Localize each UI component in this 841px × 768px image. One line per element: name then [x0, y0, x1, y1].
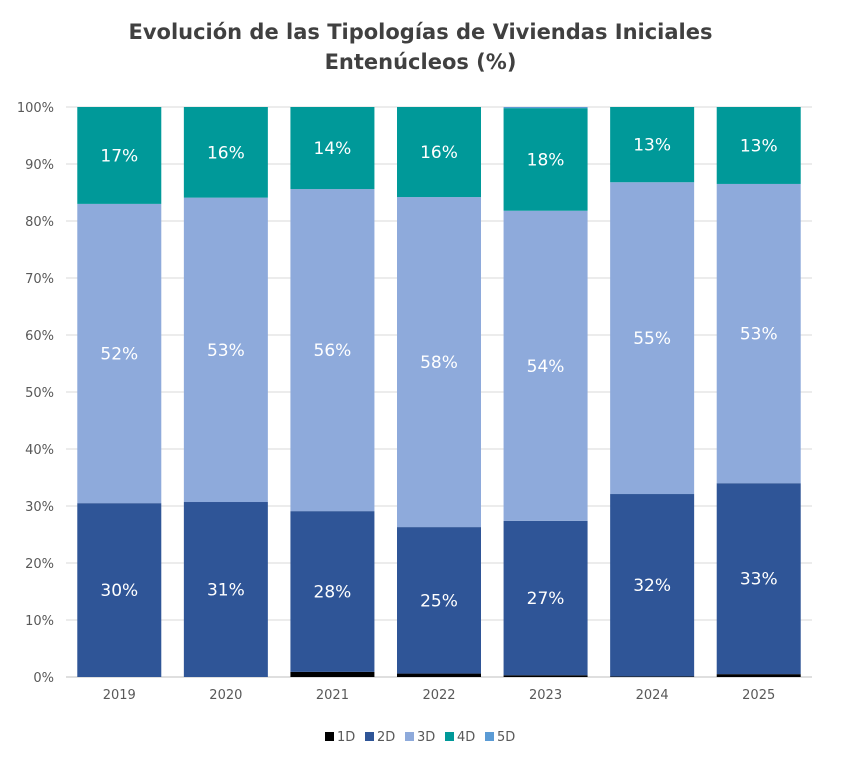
- legend-swatch-3D: [405, 732, 414, 741]
- y-tick-label: 40%: [25, 443, 54, 458]
- x-tick-label: 2024: [636, 688, 669, 703]
- data-label: 14%: [314, 139, 352, 159]
- data-label: 13%: [740, 136, 778, 156]
- y-tick-label: 70%: [25, 272, 54, 287]
- x-tick-label: 2023: [529, 688, 562, 703]
- bar-segment-4D-2022: [397, 107, 481, 198]
- y-tick-label: 80%: [25, 215, 54, 230]
- x-tick-label: 2020: [209, 688, 242, 703]
- data-label: 27%: [527, 589, 565, 609]
- legend-label-1D: 1D: [337, 730, 355, 745]
- bar-segment-2D-2024: [610, 494, 695, 677]
- bar-segment-3D-2021: [290, 189, 375, 512]
- data-label: 16%: [207, 143, 245, 163]
- bar-segment-3D-2022: [397, 197, 481, 528]
- data-label: 28%: [314, 583, 352, 603]
- legend-swatch-4D: [445, 732, 454, 741]
- y-tick-label: 100%: [17, 101, 54, 116]
- chart-title-line1: Evolución de las Tipologías de Viviendas…: [128, 20, 713, 44]
- y-tick-label: 60%: [25, 329, 54, 344]
- data-label: 58%: [420, 353, 458, 373]
- y-tick-label: 20%: [25, 557, 54, 572]
- bar-segment-3D-2024: [610, 182, 695, 495]
- legend-swatch-5D: [485, 732, 494, 741]
- y-tick-label: 30%: [25, 500, 54, 515]
- data-label: 31%: [207, 581, 245, 601]
- bar-segment-2D-2025: [716, 483, 801, 675]
- bar-segment-2D-2022: [397, 527, 481, 674]
- bar-segment-2D-2021: [290, 511, 375, 672]
- data-label: 56%: [314, 341, 352, 361]
- bar-segment-1D-2024: [610, 676, 695, 677]
- data-label: 53%: [740, 325, 778, 345]
- bar-segment-2D-2019: [77, 503, 162, 677]
- data-label: 52%: [100, 345, 138, 365]
- bar-segment-3D-2020: [183, 197, 268, 503]
- data-label: 33%: [740, 570, 778, 590]
- y-tick-label: 10%: [25, 614, 54, 629]
- legend-label-5D: 5D: [497, 730, 515, 745]
- legend-label-4D: 4D: [457, 730, 475, 745]
- bar-segment-3D-2019: [77, 203, 162, 504]
- bar-segment-4D-2019: [77, 107, 162, 204]
- data-label: 18%: [527, 150, 565, 170]
- x-tick-label: 2025: [742, 688, 775, 703]
- bar-segment-3D-2025: [716, 183, 801, 484]
- bar-segment-4D-2025: [716, 107, 801, 184]
- x-tick-label: 2022: [422, 688, 455, 703]
- legend-swatch-2D: [365, 732, 374, 741]
- legend-label-3D: 3D: [417, 730, 435, 745]
- data-label: 32%: [633, 576, 671, 596]
- data-label: 17%: [100, 146, 138, 166]
- y-tick-label: 90%: [25, 158, 54, 173]
- bar-segment-2D-2020: [183, 502, 268, 677]
- bar-segment-4D-2020: [183, 107, 268, 198]
- bar-segment-4D-2023: [503, 108, 588, 211]
- bar-segment-4D-2024: [610, 107, 695, 183]
- data-label: 55%: [633, 329, 671, 349]
- data-label: 25%: [420, 591, 458, 611]
- bar-segment-5D-2023: [503, 107, 588, 109]
- bar-segment-2D-2023: [503, 520, 588, 676]
- bar-segment-1D-2025: [716, 674, 801, 677]
- bar-segment-1D-2023: [503, 675, 588, 677]
- data-label: 13%: [633, 136, 671, 156]
- data-label: 53%: [207, 341, 245, 361]
- bar-segment-1D-2022: [397, 673, 481, 677]
- y-tick-label: 50%: [25, 386, 54, 401]
- x-tick-label: 2021: [316, 688, 349, 703]
- data-label: 54%: [527, 357, 565, 377]
- bar-segment-3D-2023: [503, 210, 588, 521]
- legend-swatch-1D: [325, 732, 334, 741]
- chart-title-line2: Entenúcleos (%): [324, 50, 517, 74]
- y-tick-label: 0%: [33, 671, 54, 686]
- data-label: 16%: [420, 143, 458, 163]
- legend-label-2D: 2D: [377, 730, 395, 745]
- bar-segment-4D-2021: [290, 107, 375, 190]
- x-tick-label: 2019: [103, 688, 136, 703]
- data-label: 30%: [100, 581, 138, 601]
- bar-segment-1D-2021: [290, 671, 375, 677]
